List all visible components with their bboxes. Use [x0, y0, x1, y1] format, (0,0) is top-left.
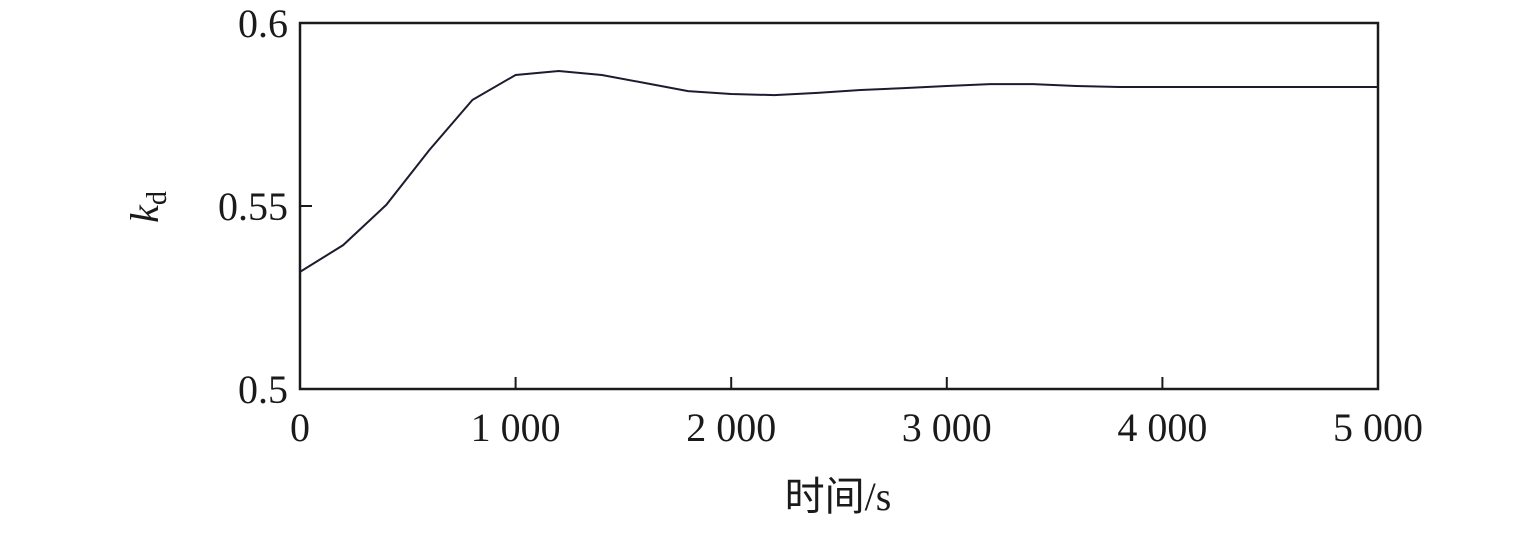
plot-frame: [298, 21, 1380, 391]
x-axis-label: 时间/s: [785, 474, 892, 519]
x-tick-label: 1 000: [471, 405, 561, 450]
x-tick-label: 2 000: [686, 405, 776, 450]
y-tick-label: 0.6: [238, 1, 288, 46]
x-tick-label: 4 000: [1117, 405, 1207, 450]
y-label-main: k: [122, 204, 167, 223]
y-tick-label: 0.55: [218, 184, 288, 229]
data-line: [299, 69, 1378, 273]
y-axis-label: kd: [122, 191, 173, 223]
x-tick-label: 5 000: [1333, 405, 1423, 450]
y-tick-label: 0.5: [238, 367, 288, 412]
x-tick-label: 3 000: [902, 405, 992, 450]
y-label-sub: d: [142, 191, 173, 205]
x-tick-label: 0: [290, 405, 310, 450]
